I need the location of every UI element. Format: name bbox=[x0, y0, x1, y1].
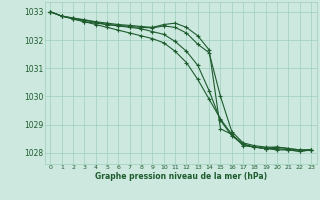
X-axis label: Graphe pression niveau de la mer (hPa): Graphe pression niveau de la mer (hPa) bbox=[95, 172, 267, 181]
